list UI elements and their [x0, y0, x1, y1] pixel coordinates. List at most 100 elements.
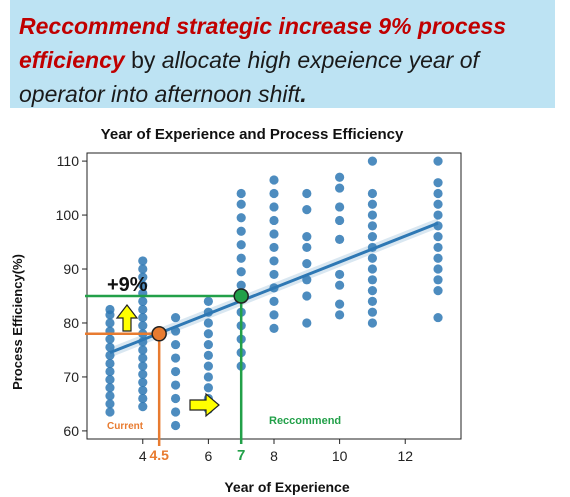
- data-point: [170, 366, 181, 377]
- data-point: [269, 283, 279, 293]
- data-point: [138, 345, 148, 355]
- data-point: [236, 213, 246, 223]
- y-tick-label: 60: [63, 423, 79, 439]
- banner-highlight: Reccommend strategic increase 9% process…: [19, 13, 507, 73]
- current-x-label: 4.5: [149, 447, 169, 463]
- data-point: [203, 361, 213, 371]
- data-point: [170, 420, 181, 431]
- data-point: [367, 232, 378, 242]
- data-point: [170, 312, 181, 323]
- data-point: [236, 267, 246, 277]
- up-arrow-icon: [115, 304, 139, 332]
- data-point: [105, 407, 115, 417]
- data-point: [105, 334, 115, 344]
- data-point: [105, 342, 115, 352]
- current-label: Current: [107, 421, 144, 432]
- annotation-layer: +9% Current Reccommend 4.5 7: [85, 274, 341, 464]
- data-point: [433, 156, 443, 166]
- y-tick-label: 80: [63, 315, 79, 331]
- data-point: [105, 318, 115, 328]
- data-point: [335, 234, 345, 244]
- data-point: [138, 280, 148, 290]
- data-point: [335, 299, 345, 309]
- recommend-x-label-bg: [232, 446, 251, 464]
- data-point: [302, 259, 312, 269]
- data-point: [269, 256, 279, 266]
- y-tick-label: 110: [57, 153, 80, 169]
- data-point: [105, 350, 115, 360]
- data-point: [138, 264, 148, 274]
- data-point: [335, 280, 345, 290]
- data-point: [335, 269, 345, 280]
- current-marker: [151, 326, 167, 342]
- data-point: [335, 202, 345, 212]
- data-point: [433, 275, 443, 285]
- recommendation-banner: Reccommend strategic increase 9% process…: [10, 0, 555, 108]
- data-point: [302, 188, 312, 199]
- data-point: [433, 253, 443, 263]
- data-point: [367, 318, 378, 328]
- data-point: [433, 232, 443, 242]
- axis-ticks: 4 6 8 10 12 60 70 80 90 100 110: [56, 153, 414, 464]
- data-point: [302, 205, 312, 215]
- data-point: [367, 242, 378, 253]
- data-point: [170, 353, 181, 363]
- data-point: [138, 337, 148, 347]
- data-point: [433, 210, 443, 220]
- data-point: [269, 202, 279, 212]
- data-point: [138, 304, 148, 315]
- data-point: [105, 366, 115, 377]
- data-point: [170, 326, 181, 336]
- data-point: [138, 312, 148, 323]
- y-tick-label: 90: [63, 261, 79, 277]
- data-point: [269, 242, 279, 253]
- data-point: [367, 253, 378, 263]
- x-axis-label: Year of Experience: [224, 479, 350, 495]
- data-point: [433, 264, 443, 274]
- data-point: [367, 286, 378, 296]
- data-point: [105, 391, 115, 401]
- data-point: [367, 296, 378, 306]
- data-point: [170, 339, 181, 350]
- banner-text-action: allocate high expeience year of operator…: [19, 47, 479, 107]
- data-point: [236, 253, 246, 263]
- data-point: [302, 232, 312, 242]
- data-point: [236, 226, 246, 236]
- recommend-marker: [233, 288, 249, 304]
- data-point: [367, 264, 378, 274]
- data-point: [138, 377, 148, 387]
- data-point: [236, 199, 246, 209]
- data-point: [236, 188, 246, 199]
- data-point: [105, 304, 115, 315]
- plot-area: [105, 156, 443, 431]
- data-point: [367, 210, 378, 220]
- data-point: [105, 399, 115, 409]
- data-point: [269, 310, 279, 320]
- data-point: [269, 296, 279, 306]
- banner-text-by: by: [124, 47, 162, 73]
- data-point: [138, 361, 148, 371]
- data-point: [203, 339, 213, 350]
- x-tick-label: 10: [332, 448, 348, 464]
- data-point: [170, 407, 181, 417]
- data-point: [138, 296, 148, 306]
- y-tick-label: 70: [63, 369, 79, 385]
- data-point: [367, 307, 378, 317]
- data-point: [203, 372, 213, 382]
- banner-period: .: [300, 81, 307, 107]
- data-point: [138, 385, 148, 396]
- data-point: [433, 286, 443, 296]
- data-point: [105, 383, 115, 393]
- increase-label: +9%: [107, 274, 148, 296]
- data-point: [203, 296, 213, 306]
- data-point: [433, 188, 443, 199]
- data-point: [433, 242, 443, 253]
- x-tick-label: 6: [204, 448, 212, 464]
- right-arrow-icon: [189, 392, 220, 418]
- data-point: [433, 312, 443, 323]
- data-point: [203, 350, 213, 360]
- recommend-x-label: 7: [237, 447, 245, 464]
- x-tick-label: 4: [139, 448, 147, 464]
- data-point: [203, 383, 213, 393]
- data-point: [269, 229, 279, 239]
